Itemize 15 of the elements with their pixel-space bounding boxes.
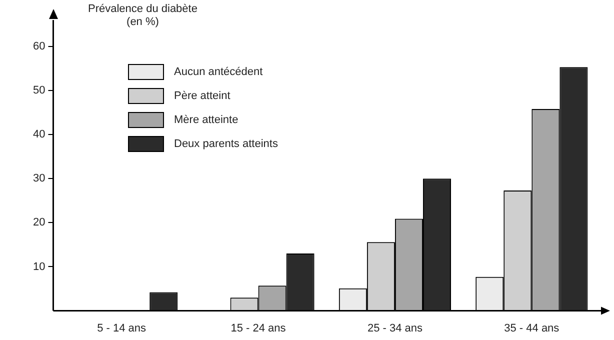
y-axis-title: Prévalence du diabète (en %) (88, 3, 198, 29)
y-tick-label: 40 (32, 128, 46, 141)
legend-label: Deux parents atteints (174, 138, 278, 150)
legend-label: Père atteint (174, 90, 230, 102)
legend-label: Mère atteinte (174, 114, 238, 126)
x-tick-label: 25 - 34 ans (367, 322, 423, 334)
y-tick-label: 30 (32, 172, 46, 185)
y-tick-label: 60 (32, 40, 46, 52)
legend-label: Aucun antécédent (174, 66, 263, 78)
y-tick-label: 10 (32, 260, 46, 273)
x-tick-label: 35 - 44 ans (504, 322, 560, 334)
y-tick-label: 50 (32, 84, 46, 97)
x-tick-label: 15 - 24 ans (230, 322, 286, 334)
y-tick-label: 20 (32, 216, 46, 229)
x-tick-label: 5 - 14 ans (97, 322, 147, 334)
